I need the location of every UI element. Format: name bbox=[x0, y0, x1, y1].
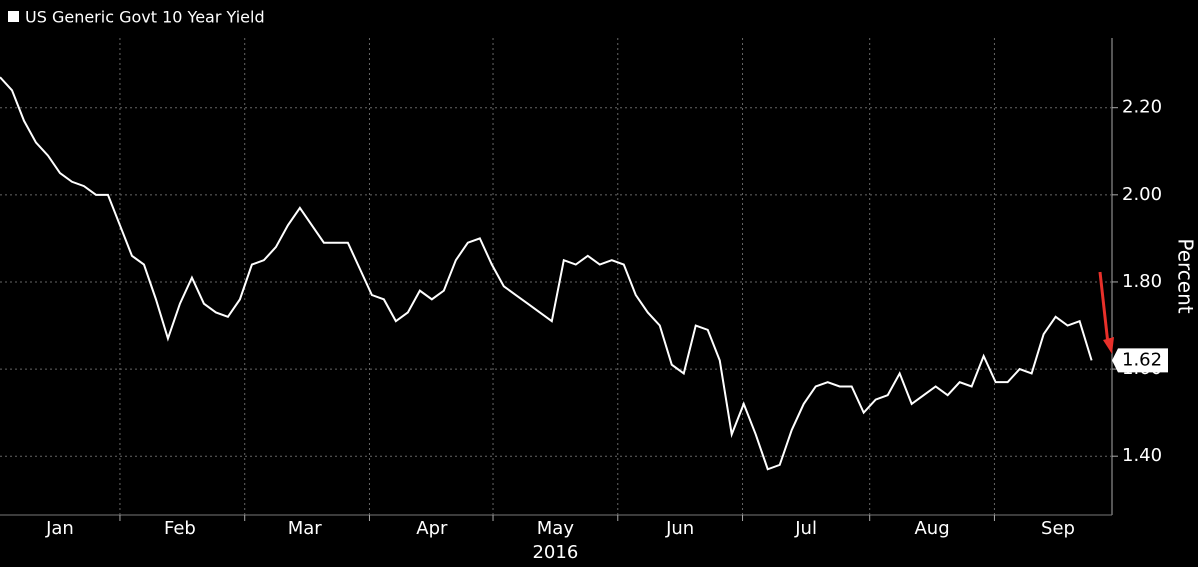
chart-title: US Generic Govt 10 Year Yield bbox=[25, 8, 265, 27]
x-tick-label: Aug bbox=[914, 518, 949, 539]
last-value-box bbox=[1112, 348, 1168, 373]
last-value-label: 1.62 bbox=[1122, 349, 1162, 370]
x-tick-label: Jan bbox=[45, 518, 74, 539]
y-tick-label: 2.20 bbox=[1122, 97, 1162, 118]
x-tick-label: Sep bbox=[1041, 518, 1075, 539]
x-tick-label: Mar bbox=[288, 518, 323, 539]
y-tick-label: 1.80 bbox=[1122, 271, 1162, 292]
y-tick-label: 1.40 bbox=[1122, 445, 1162, 466]
arrow bbox=[1098, 271, 1110, 345]
y-tick-label: 2.00 bbox=[1122, 184, 1162, 205]
y-axis-label: Percent bbox=[1174, 238, 1198, 313]
x-tick-label: May bbox=[537, 518, 575, 539]
year-label: 2016 bbox=[532, 542, 578, 563]
x-tick-label: Jun bbox=[665, 518, 694, 539]
x-tick-label: Feb bbox=[164, 518, 196, 539]
arrow-head bbox=[1103, 337, 1114, 354]
legend-swatch bbox=[8, 11, 19, 22]
series-line bbox=[0, 76, 1093, 471]
x-tick-label: Jul bbox=[794, 518, 817, 539]
x-tick-label: Apr bbox=[416, 518, 448, 539]
